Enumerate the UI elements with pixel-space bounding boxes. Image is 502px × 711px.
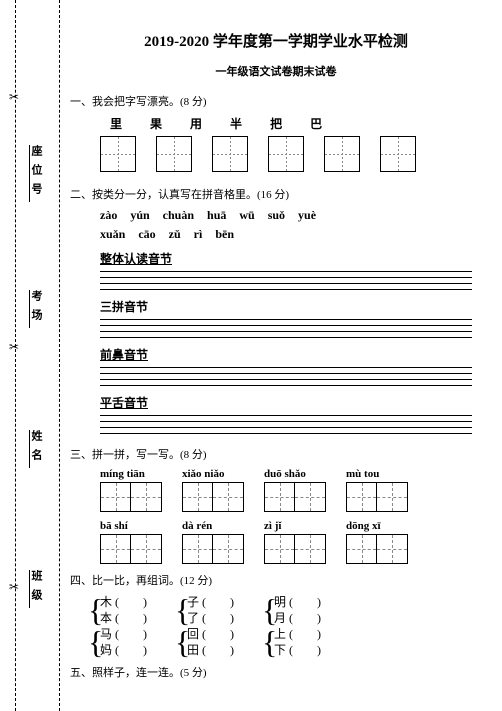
- q4-col3: { 明 ( ) 月 ( ) { 上 ( ) 下 ( ): [274, 594, 321, 658]
- q2-cat2: 三拼音节: [100, 298, 482, 315]
- q4-item: 木 ( ): [100, 594, 147, 610]
- page-subtitle: 一年级语文试卷期末试卷: [70, 63, 482, 79]
- q3-pinyin: zì jǐ: [264, 520, 326, 532]
- q2-cat3: 前鼻音节: [100, 346, 482, 363]
- q3-pinyin: mù tou: [346, 468, 408, 480]
- q4-item: 月 ( ): [274, 610, 321, 626]
- double-tian-box: [346, 482, 408, 512]
- tian-box: [324, 136, 360, 172]
- sidebar-name-label: 姓名: [28, 430, 44, 468]
- q1-char: 用: [190, 115, 202, 132]
- q2-pinyin-row2: xuǎn cāo zǔ rì bēn: [100, 227, 482, 242]
- tian-box: [268, 136, 304, 172]
- brace-icon: {: [88, 594, 103, 626]
- q1-char: 半: [230, 115, 242, 132]
- double-tian-box: [100, 534, 162, 564]
- tian-box: [156, 136, 192, 172]
- q3-pinyin: bā shí: [100, 520, 162, 532]
- q1-char: 里: [110, 115, 122, 132]
- tian-box: [100, 136, 136, 172]
- tian-box: [380, 136, 416, 172]
- binding-sidebar: ✂ ✂ ✂ 座位号 考场 姓名 班级: [0, 0, 60, 711]
- document-content: 2019-2020 学年度第一学期学业水平检测 一年级语文试卷期末试卷 一、我会…: [70, 0, 502, 680]
- tian-box: [212, 136, 248, 172]
- q1-char: 果: [150, 115, 162, 132]
- q4-item: 本 ( ): [100, 610, 147, 626]
- q3-item: bā shí: [100, 520, 162, 564]
- sidebar-seat-label: 座位号: [28, 145, 44, 202]
- double-tian-box: [182, 482, 244, 512]
- brace-icon: {: [175, 594, 190, 626]
- q4-item: 上 ( ): [274, 626, 321, 642]
- brace-icon: {: [175, 626, 190, 658]
- q3-pinyin: míng tiān: [100, 468, 162, 480]
- double-tian-box: [182, 534, 244, 564]
- double-tian-box: [346, 534, 408, 564]
- q4-item: 回 ( ): [187, 626, 234, 642]
- q3-pinyin: duō shǎo: [264, 468, 326, 480]
- q2-cat4: 平舌音节: [100, 394, 482, 411]
- q4-col2: { 子 ( ) 了 ( ) { 回 ( ) 田 ( ): [187, 594, 234, 658]
- q1-heading: 一、我会把字写漂亮。(8 分): [70, 93, 482, 109]
- q3-pinyin: xiǎo niǎo: [182, 468, 244, 480]
- double-tian-box: [264, 482, 326, 512]
- q2-heading: 二、按类分一分，认真写在拼音格里。(16 分): [70, 186, 482, 202]
- q3-item: dà rén: [182, 520, 244, 564]
- q4-item: 田 ( ): [187, 642, 234, 658]
- page-title: 2019-2020 学年度第一学期学业水平检测: [70, 30, 482, 51]
- cut-line: [15, 0, 16, 711]
- q3-pinyin: dà rén: [182, 520, 244, 532]
- q4-heading: 四、比一比，再组词。(12 分): [70, 572, 482, 588]
- q2-pinyin-row1: zào yún chuàn huā wū suǒ yuè: [100, 208, 482, 223]
- brace-icon: {: [88, 626, 103, 658]
- q3-item: zì jǐ: [264, 520, 326, 564]
- scissors-icon: ✂: [9, 340, 19, 355]
- sidebar-room-label: 考场: [28, 290, 44, 328]
- q4-row: { 木 ( ) 本 ( ) { 马 ( ) 妈 ( ) { 子 ( ) 了 ( …: [100, 594, 482, 658]
- scissors-icon: ✂: [9, 580, 19, 595]
- q3-item: dōng xī: [346, 520, 408, 564]
- q3-row2: bā shí dà rén zì jǐ dōng xī: [100, 520, 482, 564]
- q5-heading: 五、照样子，连一连。(5 分): [70, 664, 482, 680]
- sidebar-class-label: 班级: [28, 570, 44, 608]
- q3-row1: míng tiān xiǎo niǎo duō shǎo mù tou: [100, 468, 482, 512]
- pinyin-grid: [100, 367, 472, 386]
- q4-item: 下 ( ): [274, 642, 321, 658]
- q4-item: 马 ( ): [100, 626, 147, 642]
- q3-item: xiǎo niǎo: [182, 468, 244, 512]
- brace-icon: {: [262, 594, 277, 626]
- pinyin-grid: [100, 319, 472, 338]
- pinyin-grid: [100, 271, 472, 290]
- double-tian-box: [264, 534, 326, 564]
- q3-pinyin: dōng xī: [346, 520, 408, 532]
- scissors-icon: ✂: [9, 90, 19, 105]
- q2-cat1: 整体认读音节: [100, 250, 482, 267]
- q4-item: 明 ( ): [274, 594, 321, 610]
- q1-chars: 里 果 用 半 把 巴: [110, 115, 482, 132]
- q4-item: 了 ( ): [187, 610, 234, 626]
- brace-icon: {: [262, 626, 277, 658]
- q3-item: mù tou: [346, 468, 408, 512]
- q3-item: duō shǎo: [264, 468, 326, 512]
- q4-col1: { 木 ( ) 本 ( ) { 马 ( ) 妈 ( ): [100, 594, 147, 658]
- double-tian-box: [100, 482, 162, 512]
- q1-boxes: [100, 136, 482, 172]
- q3-item: míng tiān: [100, 468, 162, 512]
- q3-heading: 三、拼一拼，写一写。(8 分): [70, 446, 482, 462]
- q1-char: 巴: [310, 115, 322, 132]
- q4-item: 妈 ( ): [100, 642, 147, 658]
- q1-char: 把: [270, 115, 282, 132]
- q4-item: 子 ( ): [187, 594, 234, 610]
- pinyin-grid: [100, 415, 472, 434]
